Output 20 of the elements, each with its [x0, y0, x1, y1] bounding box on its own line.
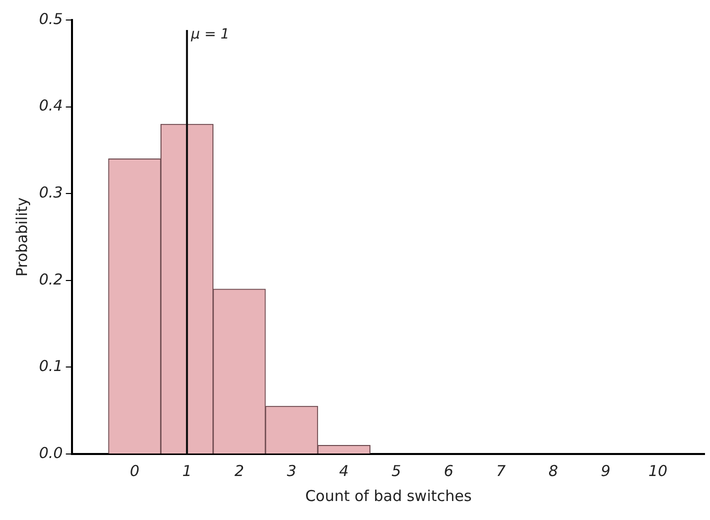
y-tick-label: 0.2 [38, 270, 63, 288]
y-axis-title: Probability [12, 197, 31, 277]
ref-line-label: μ = 1 [190, 26, 230, 43]
x-tick-label: 7 [496, 462, 506, 480]
y-tick-label: 0.0 [38, 444, 63, 462]
x-tick-label: 2 [234, 462, 244, 480]
y-tick-label: 0.4 [38, 96, 63, 115]
x-tick-label: 6 [444, 462, 454, 480]
x-tick-label: 1 [182, 462, 192, 480]
x-tick-label: 4 [339, 462, 349, 480]
x-tick-label: 0 [130, 462, 140, 480]
x-axis-title: Count of bad switches [305, 486, 472, 505]
x-tick-label: 5 [392, 462, 402, 480]
y-tick-label: 0.1 [38, 357, 63, 376]
y-tick-label: 0.3 [38, 183, 63, 202]
x-tick-label: 9 [600, 462, 610, 480]
x-tick-label: 10 [648, 462, 668, 480]
x-tick-label: 3 [286, 462, 296, 480]
y-tick-label: 0.5 [38, 10, 63, 28]
x-tick-label: 8 [548, 462, 558, 480]
